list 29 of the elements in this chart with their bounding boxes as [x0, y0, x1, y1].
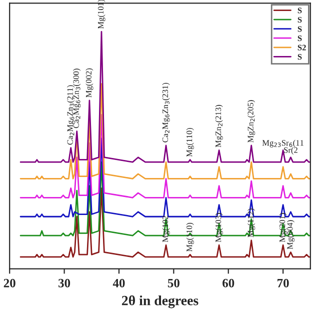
annotation: Mg(103) [215, 213, 223, 242]
legend-label: S [298, 36, 302, 42]
x-axis-title: 2θ in degrees [122, 295, 198, 308]
annotation: Mg$_{23}$Sr$_{6}$(11 [262, 140, 304, 148]
x-tick-label: 60 [222, 278, 234, 288]
x-tick-label: 70 [278, 278, 289, 288]
annotation: Mg(004) [286, 220, 294, 250]
x-tick-label: 50 [168, 278, 180, 288]
annotation: Mg(002) [86, 68, 94, 98]
legend-label: S [298, 54, 302, 60]
annotation: MgZn$_{2}$(205) [248, 100, 256, 142]
annotation: Mg(101) [98, 0, 106, 29]
annotation: Mg(110) [186, 222, 194, 252]
legend-label: S2 [298, 44, 306, 50]
annotation: Mg(112) [248, 208, 256, 238]
legend-label: S [298, 16, 302, 23]
legend-label: S [298, 26, 302, 32]
annotation: MgZn$_{2}$(213) [215, 104, 223, 148]
annotation: Ca$_{2}$Mg$_{6}$Zn$_{3}$(211) [67, 85, 75, 145]
x-tick-label: 30 [58, 278, 70, 288]
annotation: Mg(102 [162, 216, 170, 242]
x-tick-label: 20 [4, 278, 16, 288]
annotation: Mg(110) [186, 128, 194, 157]
annotation: Mg(201) [279, 213, 287, 242]
annotation: Ca$_{2}$Mg$_{6}$Zn$_{3}$(231) [162, 82, 170, 142]
annotation: Sr(2 [284, 147, 298, 155]
x-tick-label: 40 [112, 278, 125, 288]
annotation: Ca$_{2}$Mg$_{6}$Zn$_{3}$(300) [73, 68, 81, 128]
legend-label: S [298, 8, 302, 14]
